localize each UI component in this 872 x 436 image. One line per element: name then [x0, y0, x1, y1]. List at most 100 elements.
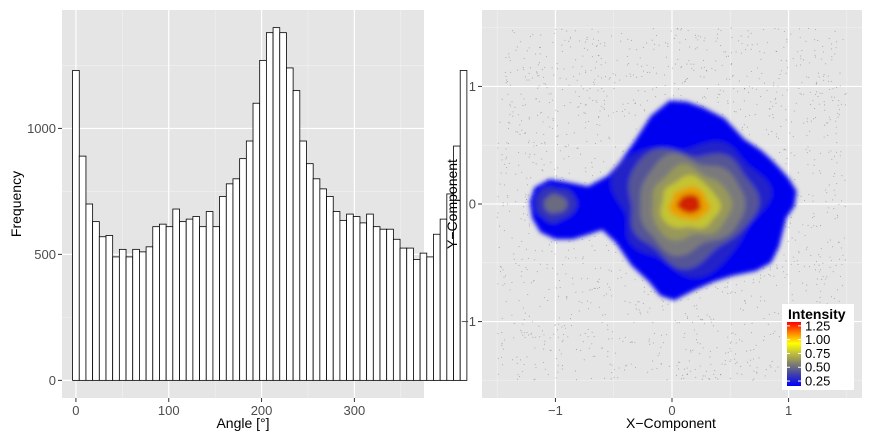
- scatter-point: [528, 116, 530, 118]
- scatter-point: [679, 49, 681, 51]
- x-tick-label: 100: [158, 403, 180, 418]
- scatter-point: [723, 90, 725, 92]
- scatter-point: [786, 41, 788, 43]
- scatter-point: [740, 35, 742, 37]
- scatter-point: [496, 216, 498, 218]
- scatter-point: [575, 379, 578, 381]
- scatter-point: [613, 376, 615, 378]
- scatter-point: [684, 332, 686, 335]
- scatter-point: [583, 47, 585, 49]
- scatter-point: [719, 94, 721, 96]
- histogram-bar: [286, 67, 294, 381]
- scatter-point: [566, 133, 568, 135]
- legend-colorbar: [787, 322, 801, 386]
- scatter-point: [841, 264, 843, 266]
- scatter-point: [791, 294, 793, 296]
- scatter-point: [628, 112, 630, 114]
- scatter-point: [709, 350, 712, 353]
- scatter-point: [544, 66, 546, 68]
- scatter-point: [816, 83, 818, 85]
- scatter-point: [832, 88, 834, 90]
- scatter-point: [699, 343, 701, 345]
- scatter-point: [557, 167, 559, 169]
- scatter-point: [597, 55, 599, 57]
- scatter-point: [601, 321, 603, 323]
- scatter-point: [825, 200, 827, 202]
- scatter-point: [631, 39, 633, 41]
- scatter-point: [805, 148, 807, 150]
- scatter-point: [521, 171, 523, 173]
- scatter-point: [678, 368, 680, 370]
- scatter-point: [830, 80, 832, 83]
- scatter-point: [703, 66, 705, 68]
- scatter-point: [724, 287, 726, 289]
- scatter-point: [772, 117, 774, 119]
- density-contours: [529, 100, 797, 301]
- scatter-point: [777, 28, 779, 30]
- scatter-point: [730, 27, 732, 29]
- scatter-point: [760, 296, 762, 298]
- scatter-point: [773, 82, 775, 84]
- scatter-point: [756, 103, 758, 105]
- histogram-bar: [272, 27, 281, 381]
- histogram-bar: [265, 32, 274, 381]
- scatter-point: [636, 49, 638, 51]
- scatter-point: [797, 263, 799, 265]
- scatter-point: [760, 277, 762, 279]
- scatter-point: [833, 208, 835, 210]
- scatter-point: [703, 40, 705, 42]
- y-tick-label: 500: [34, 247, 56, 262]
- scatter-point: [608, 138, 610, 140]
- scatter-point: [661, 334, 663, 336]
- histogram-bar: [172, 208, 180, 381]
- scatter-point: [750, 32, 752, 34]
- scatter-point: [643, 109, 645, 111]
- scatter-point: [551, 250, 553, 253]
- scatter-point: [674, 320, 676, 322]
- scatter-point: [582, 256, 584, 258]
- scatter-point: [702, 347, 704, 349]
- scatter-point: [591, 343, 593, 345]
- scatter-point: [523, 332, 525, 334]
- scatter-point: [525, 193, 527, 195]
- scatter-point: [597, 75, 599, 77]
- scatter-point: [607, 351, 609, 353]
- scatter-point: [543, 133, 545, 136]
- scatter-point: [543, 164, 545, 166]
- scatter-point: [552, 118, 554, 120]
- scatter-point: [590, 377, 592, 380]
- scatter-point: [803, 265, 805, 267]
- scatter-point: [594, 249, 596, 252]
- scatter-point: [807, 146, 809, 148]
- scatter-point: [566, 30, 568, 32]
- scatter-point: [760, 95, 762, 98]
- scatter-point: [661, 305, 663, 307]
- scatter-point: [582, 258, 584, 260]
- scatter-point: [833, 189, 835, 191]
- scatter-point: [785, 60, 787, 62]
- scatter-point: [518, 246, 520, 248]
- scatter-point: [640, 313, 642, 315]
- scatter-point: [835, 120, 837, 122]
- scatter-point: [819, 170, 821, 172]
- scatter-point: [591, 289, 593, 291]
- legend-tick-label: 0.25: [805, 374, 830, 389]
- scatter-point: [501, 98, 503, 100]
- histogram-chart: 0 100 200 300 0 500 1000 Angle [°] Frequency: [8, 10, 468, 431]
- scatter-point: [737, 91, 739, 93]
- scatter-point: [812, 99, 814, 101]
- scatter-point: [792, 299, 794, 301]
- scatter-point: [796, 260, 798, 262]
- scatter-point: [821, 92, 823, 94]
- scatter-point: [814, 269, 816, 271]
- scatter-point: [654, 291, 656, 293]
- scatter-point: [715, 377, 717, 379]
- scatter-point: [748, 85, 750, 88]
- scatter-point: [520, 275, 522, 277]
- scatter-point: [829, 266, 831, 268]
- scatter-point: [814, 159, 816, 161]
- scatter-point: [679, 361, 681, 363]
- scatter-point: [649, 307, 651, 309]
- scatter-point: [521, 271, 523, 273]
- scatter-point: [505, 300, 507, 303]
